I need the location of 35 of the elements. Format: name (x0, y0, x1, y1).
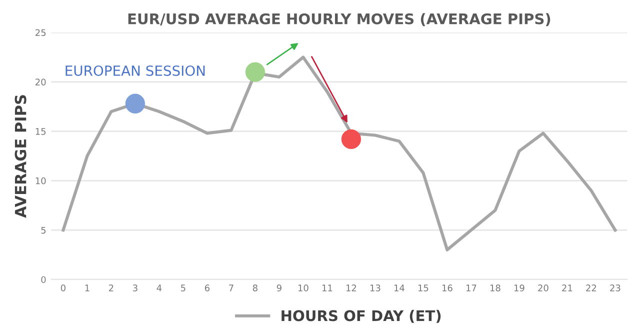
x-tick-label: 4 (156, 284, 162, 292)
x-tick-label: 19 (514, 284, 524, 292)
y-tick-label: 25 (36, 29, 46, 36)
x-tick-label: 10 (298, 284, 308, 292)
x-tick-label: 3 (133, 284, 138, 292)
y-tick-label: 20 (36, 78, 46, 86)
x-tick-label: 18 (490, 284, 500, 292)
x-tick-label: 5 (181, 284, 186, 292)
x-tick-label: 14 (394, 284, 404, 292)
x-tick-label: 20 (538, 284, 548, 292)
x-tick-label: 13 (370, 284, 380, 292)
line-series (62, 56, 617, 252)
x-tick-label: 21 (562, 284, 572, 292)
chart-title: EUR/USD AVERAGE HOURLY MOVES (AVERAGE PIPS) (128, 13, 550, 26)
x-tick-label: 22 (586, 284, 596, 292)
x-tick-label: 15 (418, 284, 428, 292)
x-tick-label: 17 (466, 284, 476, 292)
x-tick-label: 9 (276, 284, 282, 292)
y-tick-label: 10 (36, 177, 46, 184)
x-tick-label: 23 (610, 284, 620, 292)
x-tick-label: 8 (252, 284, 258, 292)
legend-label: HOURS OF DAY (ET) (282, 310, 441, 323)
x-tick-label: 6 (204, 284, 210, 292)
y-tick-label: 15 (36, 128, 46, 135)
x-tick-label: 12 (346, 284, 356, 292)
y-axis-title: AVERAGE PIPS (14, 95, 26, 218)
annotation: EUROPEAN SESSION (66, 65, 205, 76)
y-tick-label: 0 (41, 276, 46, 284)
x-tick-label: 7 (229, 284, 234, 292)
y-tick-label: 5 (41, 226, 46, 234)
x-tick-label: 16 (442, 284, 452, 292)
x-tick-label: 2 (108, 284, 114, 292)
x-tick-label: 11 (322, 284, 332, 292)
x-tick-label: 1 (85, 284, 90, 292)
x-tick-label: 0 (60, 284, 66, 292)
